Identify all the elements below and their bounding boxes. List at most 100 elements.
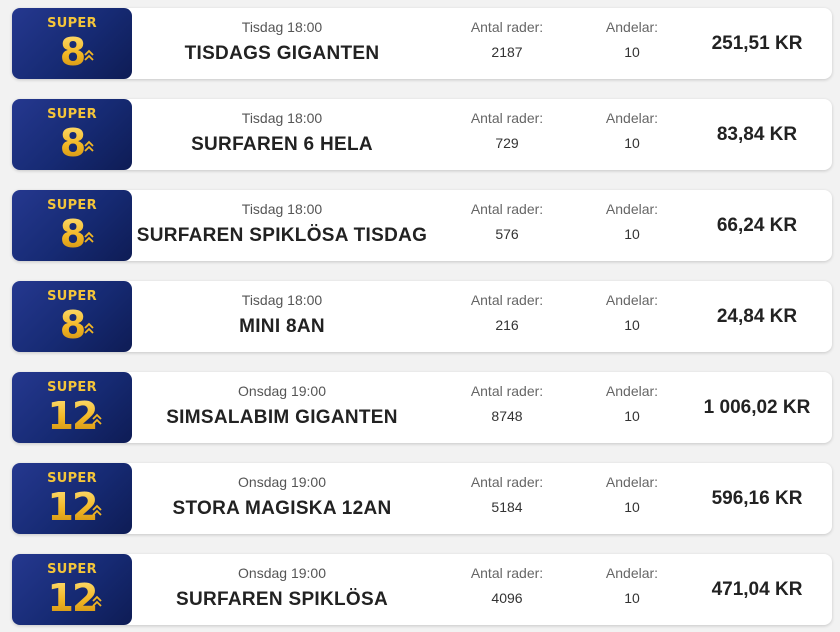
rows-value: 576 bbox=[495, 226, 519, 242]
double-chevron-up-icon bbox=[92, 504, 102, 516]
badge-brand: SUPER bbox=[47, 107, 97, 122]
rows-value: 216 bbox=[495, 317, 519, 333]
share-price: 471,04 KR bbox=[711, 579, 803, 600]
game-time: Onsdag 19:00 bbox=[238, 474, 326, 490]
rows-label: Antal rader: bbox=[470, 292, 544, 308]
super-logo-icon: SUPER 12 bbox=[12, 554, 132, 625]
rows-label: Antal rader: bbox=[470, 474, 544, 490]
super-logo-icon: SUPER 8 bbox=[12, 8, 132, 79]
game-name: SURFAREN 6 HELA bbox=[191, 134, 373, 155]
shares-label: Andelar: bbox=[605, 292, 659, 308]
shares-label: Andelar: bbox=[605, 565, 659, 581]
game-name: SURFAREN SPIKLÖSA bbox=[175, 589, 388, 610]
shares-label: Andelar: bbox=[605, 474, 659, 490]
badge-number: 8 bbox=[12, 30, 132, 74]
shares-column: Andelar: 10 bbox=[582, 463, 682, 534]
shares-column: Andelar: 10 bbox=[582, 281, 682, 352]
game-time: Tisdag 18:00 bbox=[241, 292, 323, 308]
super-logo-icon: SUPER 12 bbox=[12, 372, 132, 443]
badge-brand: SUPER bbox=[47, 562, 97, 577]
game-time: Onsdag 19:00 bbox=[238, 565, 326, 581]
game-name: SURFAREN SPIKLÖSA TISDAG bbox=[136, 225, 428, 246]
badge-brand: SUPER bbox=[47, 198, 97, 213]
game-info: Tisdag 18:00 SURFAREN 6 HELA bbox=[132, 99, 432, 170]
double-chevron-up-icon bbox=[92, 595, 102, 607]
game-time: Tisdag 18:00 bbox=[241, 19, 323, 35]
rows-column: Antal rader: 729 bbox=[457, 99, 557, 170]
rows-value: 8748 bbox=[491, 408, 523, 424]
badge-brand: SUPER bbox=[47, 16, 97, 31]
game-time: Tisdag 18:00 bbox=[241, 110, 323, 126]
rows-column: Antal rader: 8748 bbox=[457, 372, 557, 443]
rows-value: 4096 bbox=[491, 590, 523, 606]
game-row[interactable]: SUPER 8 Tisdag 18:00 SURFAREN SPIKLÖSA T… bbox=[12, 190, 832, 261]
rows-value: 5184 bbox=[491, 499, 523, 515]
rows-label: Antal rader: bbox=[470, 19, 544, 35]
game-row[interactable]: SUPER 8 Tisdag 18:00 SURFAREN 6 HELA Ant… bbox=[12, 99, 832, 170]
shares-value: 10 bbox=[624, 226, 640, 242]
shares-column: Andelar: 10 bbox=[582, 99, 682, 170]
shares-label: Andelar: bbox=[605, 383, 659, 399]
double-chevron-up-icon bbox=[84, 140, 94, 152]
shares-value: 10 bbox=[624, 135, 640, 151]
badge-brand: SUPER bbox=[47, 289, 97, 304]
double-chevron-up-icon bbox=[84, 322, 94, 334]
game-info: Onsdag 19:00 SIMSALABIM GIGANTEN bbox=[132, 372, 432, 443]
shares-label: Andelar: bbox=[605, 19, 659, 35]
game-info: Onsdag 19:00 SURFAREN SPIKLÖSA bbox=[132, 554, 432, 625]
shares-label: Andelar: bbox=[605, 110, 659, 126]
rows-label: Antal rader: bbox=[470, 201, 544, 217]
shares-column: Andelar: 10 bbox=[582, 8, 682, 79]
rows-column: Antal rader: 5184 bbox=[457, 463, 557, 534]
share-price: 251,51 KR bbox=[711, 33, 803, 54]
game-time: Onsdag 19:00 bbox=[238, 383, 326, 399]
rows-column: Antal rader: 216 bbox=[457, 281, 557, 352]
game-row[interactable]: SUPER 8 Tisdag 18:00 TISDAGS GIGANTEN An… bbox=[12, 8, 832, 79]
badge-brand: SUPER bbox=[47, 471, 97, 486]
game-name: MINI 8AN bbox=[239, 316, 325, 337]
game-info: Tisdag 18:00 TISDAGS GIGANTEN bbox=[132, 8, 432, 79]
super-logo-icon: SUPER 8 bbox=[12, 190, 132, 261]
game-name: TISDAGS GIGANTEN bbox=[184, 43, 380, 64]
badge-number: 12 bbox=[12, 485, 132, 529]
badge-number: 12 bbox=[12, 394, 132, 438]
double-chevron-up-icon bbox=[92, 413, 102, 425]
share-price: 1 006,02 KR bbox=[703, 397, 811, 418]
shares-column: Andelar: 10 bbox=[582, 554, 682, 625]
rows-column: Antal rader: 4096 bbox=[457, 554, 557, 625]
shares-value: 10 bbox=[624, 44, 640, 60]
shares-column: Andelar: 10 bbox=[582, 190, 682, 261]
game-row[interactable]: SUPER 12 Onsdag 19:00 SURFAREN SPIKLÖSA … bbox=[12, 554, 832, 625]
game-row[interactable]: SUPER 8 Tisdag 18:00 MINI 8AN Antal rade… bbox=[12, 281, 832, 352]
badge-number: 8 bbox=[12, 121, 132, 165]
rows-value: 729 bbox=[495, 135, 519, 151]
share-price: 24,84 KR bbox=[716, 306, 798, 327]
super-logo-icon: SUPER 8 bbox=[12, 281, 132, 352]
rows-label: Antal rader: bbox=[470, 565, 544, 581]
shares-value: 10 bbox=[624, 317, 640, 333]
shares-label: Andelar: bbox=[605, 201, 659, 217]
game-info: Tisdag 18:00 MINI 8AN bbox=[132, 281, 432, 352]
share-price: 66,24 KR bbox=[716, 215, 798, 236]
game-row[interactable]: SUPER 12 Onsdag 19:00 STORA MAGISKA 12AN… bbox=[12, 463, 832, 534]
super-logo-icon: SUPER 12 bbox=[12, 463, 132, 534]
shares-value: 10 bbox=[624, 499, 640, 515]
game-time: Tisdag 18:00 bbox=[241, 201, 323, 217]
rows-label: Antal rader: bbox=[470, 110, 544, 126]
badge-number: 12 bbox=[12, 576, 132, 620]
shares-value: 10 bbox=[624, 590, 640, 606]
rows-column: Antal rader: 576 bbox=[457, 190, 557, 261]
shares-value: 10 bbox=[624, 408, 640, 424]
share-price: 596,16 KR bbox=[711, 488, 803, 509]
rows-label: Antal rader: bbox=[470, 383, 544, 399]
game-row[interactable]: SUPER 12 Onsdag 19:00 SIMSALABIM GIGANTE… bbox=[12, 372, 832, 443]
game-info: Onsdag 19:00 STORA MAGISKA 12AN bbox=[132, 463, 432, 534]
game-info: Tisdag 18:00 SURFAREN SPIKLÖSA TISDAG bbox=[132, 190, 432, 261]
badge-brand: SUPER bbox=[47, 380, 97, 395]
game-name: STORA MAGISKA 12AN bbox=[172, 498, 392, 519]
share-price: 83,84 KR bbox=[716, 124, 798, 145]
badge-number: 8 bbox=[12, 303, 132, 347]
shares-column: Andelar: 10 bbox=[582, 372, 682, 443]
super-logo-icon: SUPER 8 bbox=[12, 99, 132, 170]
